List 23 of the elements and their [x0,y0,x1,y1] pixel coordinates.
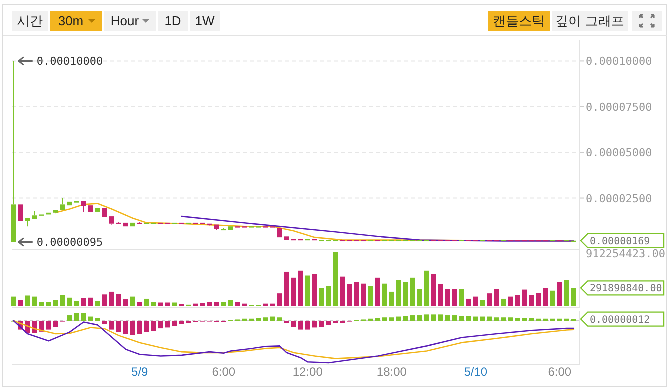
x-tick-label: 5/10 [464,365,488,379]
x-tick-label: 12:00 [292,365,324,379]
text: 깊이 그래프 [556,14,624,28]
y-tick-label: 0.00005000 [586,146,652,160]
text: 1W [195,14,216,28]
y-tick-label: 0.00010000 [586,55,652,68]
text: 0.00000012 [590,314,650,326]
text: Hour [110,14,140,28]
text: 캔들스틱 [493,14,545,28]
x-tick-label: 6:00 [212,365,236,379]
x-tick-label: 6:00 [548,365,572,379]
x-tick-label: 18:00 [376,365,408,379]
text: 시간 [17,14,43,28]
y-tick-label: 0.00007500 [586,100,652,114]
annotation: 0.00010000 [36,55,104,68]
x-tick-label: 5/9 [132,365,149,379]
text: 1D [164,14,182,28]
text: 912254423.00 [586,248,666,260]
text: 291890840.00 [590,284,662,295]
annotation: 0.00000095 [36,236,104,250]
text: 30m [58,14,84,28]
text: 0.00000169 [590,236,650,248]
y-tick-label: 0.00002500 [586,192,652,206]
